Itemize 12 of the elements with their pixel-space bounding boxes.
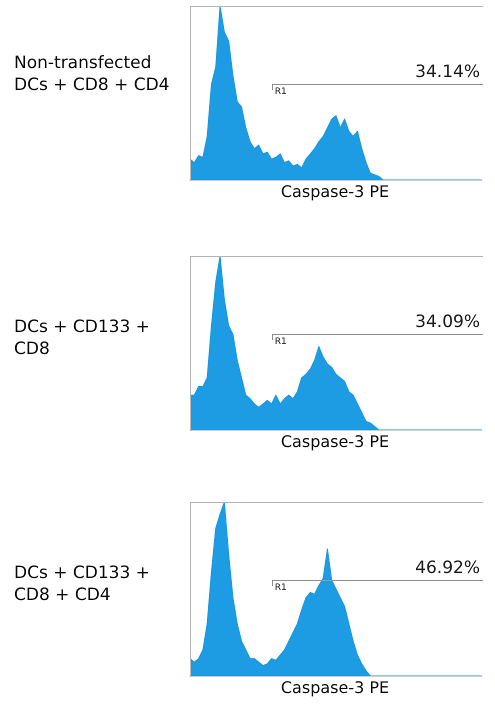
- text: DCs + CD133 + CD8: [14, 316, 151, 360]
- annotation: 46.92%: [415, 558, 480, 578]
- annotation: R1: [274, 337, 287, 348]
- annotation: 34.09%: [415, 312, 480, 332]
- annotation: 34.14%: [415, 62, 480, 82]
- annotation: R1: [274, 87, 287, 98]
- annotation: R1: [274, 583, 287, 594]
- text: DCs + CD133 + CD8 + CD4: [14, 562, 151, 606]
- x-axis-title: Caspase-3 PE: [280, 432, 390, 451]
- x-axis-title: Caspase-3 PE: [280, 678, 390, 697]
- text: Non-transfected DCs + CD8 + CD4: [14, 52, 170, 96]
- x-axis-title: Caspase-3 PE: [280, 182, 390, 201]
